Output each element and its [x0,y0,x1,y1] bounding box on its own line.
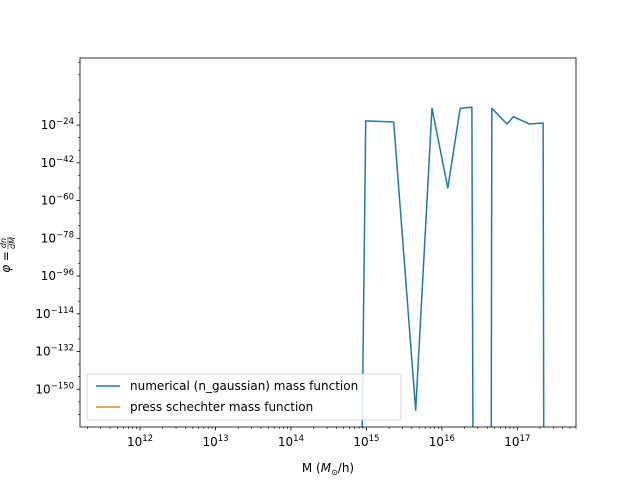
plot-frame [79,57,577,428]
y-tick-label: 10−42 [41,155,74,170]
series-lines [361,106,545,427]
y-axis-label: φ = dn dM [0,237,17,273]
y-tick-label: 10−78 [41,230,74,245]
x-tick-label: 1016 [429,434,455,449]
y-axis-ticks: 10−24 10−42 10−60 10−78 10−96 10−114 10−132 10−… [35,61,80,415]
legend-label-numerical: numerical (n_gaussian) mass function [130,379,358,393]
x-tick-label: 1013 [202,434,228,449]
y-tick-label: 10−114 [35,306,74,321]
x-tick-label: 1012 [127,434,153,449]
y-axis-label-numerator: dn [0,238,8,248]
y-axis-label-denominator: dM [8,237,17,249]
y-axis-label-phi: φ = [0,251,13,273]
x-tick-label: 1015 [353,434,379,449]
legend: numerical (n_gaussian) mass function pre… [86,373,402,421]
y-tick-label: 10−60 [41,193,74,208]
legend-box [86,373,402,421]
legend-label-press-schechter: press schechter mass function [130,400,313,414]
series-line [490,107,545,427]
y-tick-label: 10−150 [35,381,74,396]
x-tick-label: 1017 [504,434,530,449]
y-tick-label: 10−24 [41,117,74,132]
y-tick-label: 10−132 [35,344,74,359]
series-line [361,106,474,427]
x-axis-ticks: 1012 1013 1014 1015 1016 1017 [87,427,577,449]
x-axis-label: M (M⊙/h) [302,461,354,477]
x-tick-label: 1014 [278,434,304,449]
y-tick-label: 10−96 [41,268,74,283]
